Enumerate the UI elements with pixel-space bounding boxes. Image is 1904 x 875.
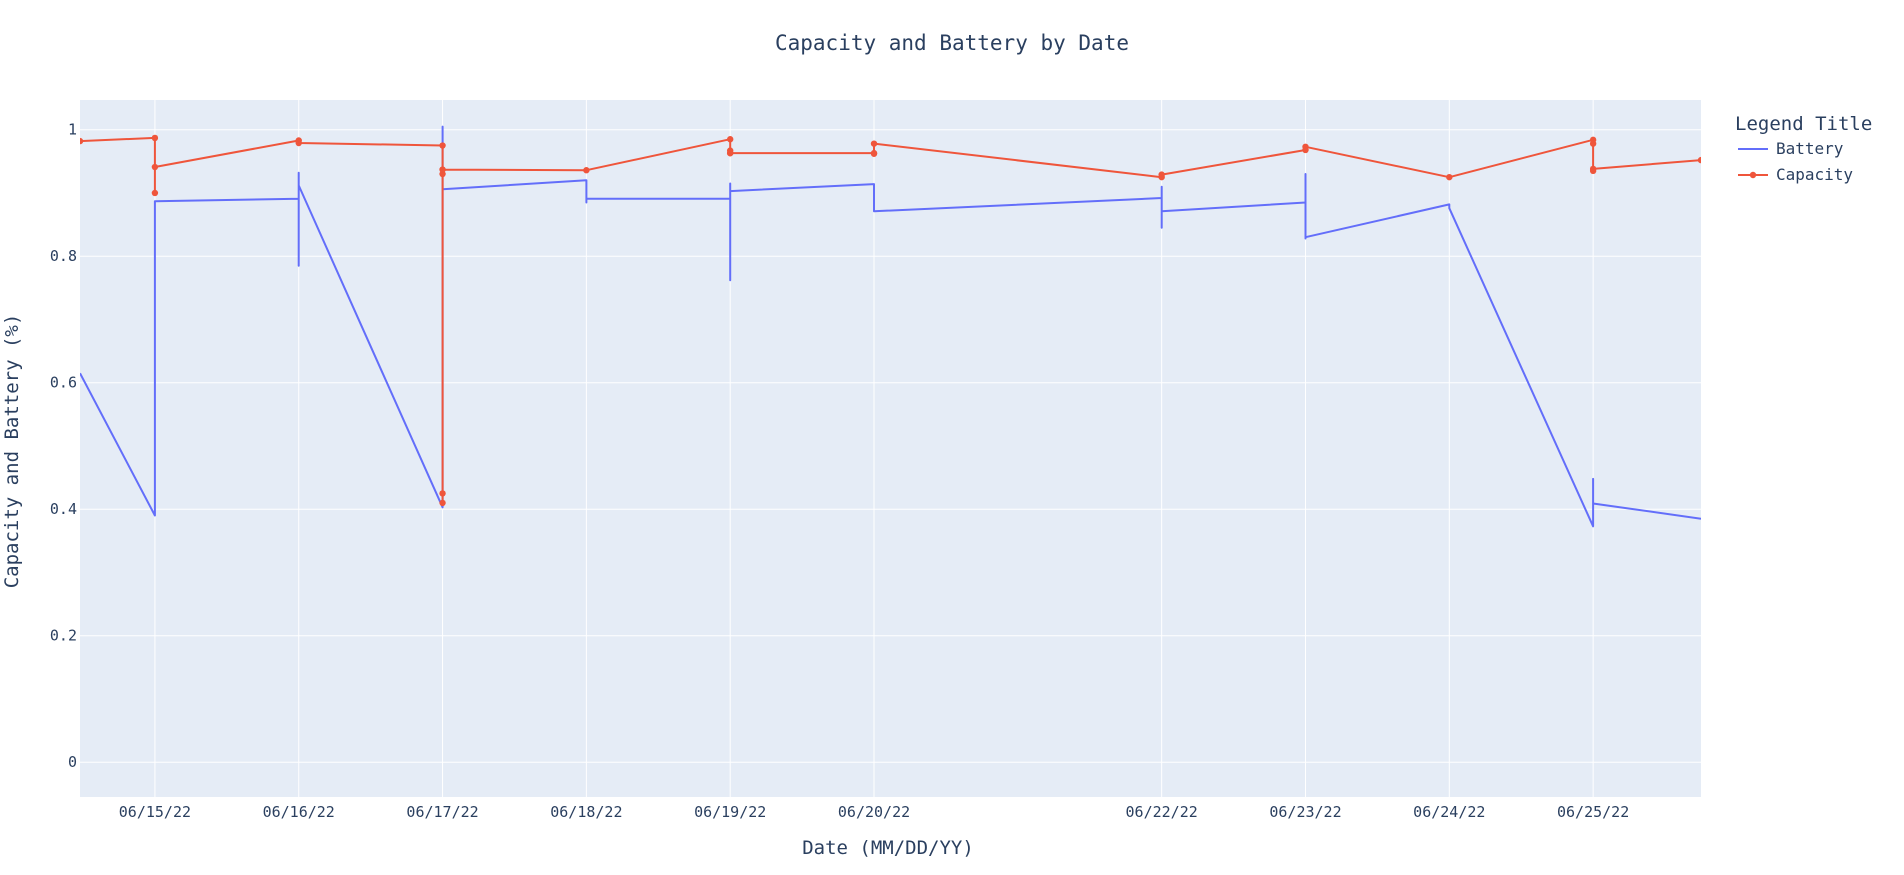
- capacity-marker: [439, 499, 446, 507]
- plot-area: [80, 100, 1701, 797]
- legend-label: Battery: [1776, 139, 1844, 158]
- capacity-marker: [295, 139, 302, 147]
- series-layer: [80, 125, 1701, 528]
- battery-series: [80, 125, 1701, 528]
- y-tick-label: 0: [68, 753, 77, 771]
- legend-item-battery[interactable]: Battery: [1738, 139, 1844, 158]
- x-tick-label: 06/25/22: [1557, 803, 1629, 821]
- x-tick-label: 06/20/22: [838, 803, 910, 821]
- capacity-marker: [439, 142, 446, 149]
- capacity-marker: [439, 490, 446, 497]
- x-axis-ticks: 06/15/22 06/16/22 06/17/22 06/18/22 06/19/22…: [119, 803, 1629, 821]
- legend-title: Legend Title: [1735, 113, 1872, 135]
- y-tick-label: 1: [68, 121, 77, 139]
- capacity-marker: [151, 189, 159, 197]
- capacity-marker: [439, 166, 446, 173]
- legend-label: Capacity: [1776, 165, 1853, 184]
- capacity-marker: [151, 163, 159, 171]
- x-tick-label: 06/15/22: [119, 803, 191, 821]
- y-axis-ticks: 0 0.2 0.4 0.6 0.8 1: [50, 121, 77, 771]
- x-tick-label: 06/18/22: [550, 803, 622, 821]
- x-tick-label: 06/16/22: [263, 803, 335, 821]
- capacity-marker: [1302, 143, 1309, 151]
- capacity-marker: [439, 170, 446, 178]
- capacity-series: [80, 134, 1701, 507]
- capacity-marker: [583, 167, 590, 174]
- capacity-marker: [870, 150, 878, 157]
- capacity-marker: [1589, 140, 1597, 147]
- capacity-marker: [80, 137, 84, 145]
- y-tick-label: 0.6: [50, 374, 77, 392]
- x-tick-label: 06/24/22: [1413, 803, 1485, 821]
- capacity-marker: [870, 140, 878, 147]
- capacity-marker: [1446, 173, 1453, 181]
- legend-item-capacity[interactable]: Capacity: [1738, 165, 1853, 184]
- capacity-marker: [726, 149, 734, 157]
- legend-marker: [1749, 171, 1757, 179]
- capacity-marker: [151, 134, 159, 142]
- capacity-marker: [726, 136, 734, 143]
- capacity-marker: [1697, 156, 1701, 164]
- battery-line: [80, 125, 1701, 528]
- x-tick-label: 06/17/22: [406, 803, 478, 821]
- x-axis-title: Date (MM/DD/YY): [802, 837, 974, 859]
- legend[interactable]: Legend Title Battery Capacity: [1735, 113, 1872, 184]
- capacity-marker: [1589, 165, 1597, 173]
- y-tick-label: 0.4: [50, 500, 77, 518]
- x-tick-label: 06/22/22: [1126, 803, 1198, 821]
- y-tick-label: 0.8: [50, 247, 77, 265]
- chart-title: Capacity and Battery by Date: [775, 31, 1129, 55]
- x-tick-label: 06/19/22: [694, 803, 766, 821]
- capacity-marker: [1158, 171, 1165, 178]
- y-tick-label: 0.2: [50, 627, 77, 645]
- x-tick-label: 06/23/22: [1269, 803, 1341, 821]
- y-axis-title: Capacity and Battery (%): [1, 314, 23, 589]
